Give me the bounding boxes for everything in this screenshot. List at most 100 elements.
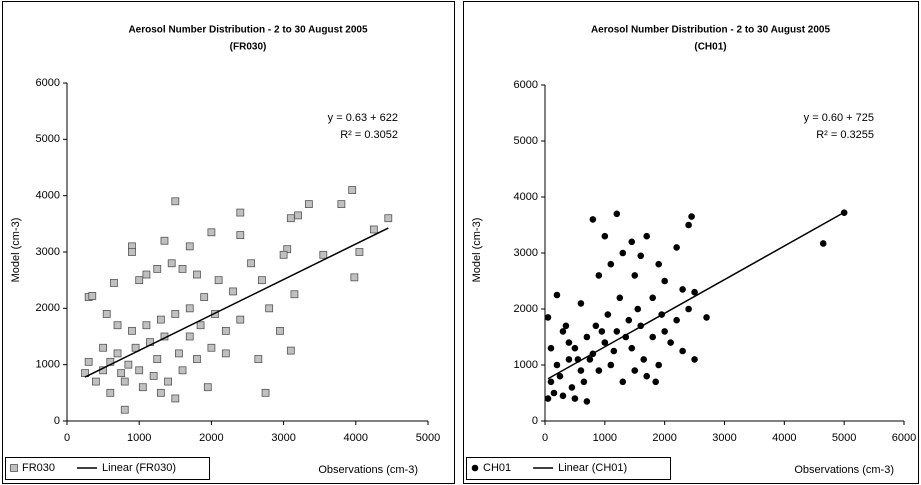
point [586,356,594,363]
y-tick-label: 4000 [514,191,538,203]
x-tick-label: 3000 [712,432,736,444]
point [583,333,591,341]
point [634,305,642,313]
point [236,315,245,324]
point [369,225,378,234]
legend-label: Linear (CH01) [558,462,627,474]
point [595,367,603,374]
point [559,328,567,335]
point [135,276,144,285]
point [117,369,126,378]
point [113,349,122,358]
point [652,378,659,386]
point [276,326,284,335]
point [102,310,111,318]
point [655,361,662,369]
point [175,349,183,358]
point [643,232,651,240]
y-tick-label: 3000 [514,247,538,259]
point [171,310,180,318]
point [178,264,187,273]
point [254,355,263,363]
point [279,250,288,259]
y-tick-label: 5000 [514,135,538,147]
point [110,279,118,287]
y-tick-label: 2000 [36,302,60,314]
point [160,236,169,245]
point [568,384,576,391]
point [258,276,266,285]
point [153,355,162,363]
point [185,332,194,341]
legend-marker [471,464,479,472]
point [616,294,624,302]
point [196,321,205,330]
y-tick-label: 3000 [36,246,60,258]
point [655,260,662,268]
point [679,286,686,293]
point [156,388,165,397]
point [221,349,230,358]
point [84,357,93,366]
point [156,315,165,324]
annotation: R² = 0.3255 [816,129,874,141]
point [619,249,627,257]
point [171,197,180,206]
point [128,248,136,256]
point [544,395,552,402]
point [565,339,573,346]
point [601,232,609,240]
point [673,244,680,251]
point [643,372,651,380]
x-tick-label: 6000 [892,432,916,444]
panel-border [2,1,455,484]
point [355,248,364,256]
point [337,200,346,209]
point [640,356,648,363]
legend-box [5,457,210,480]
point [203,383,212,392]
chart-subtitle: (FR030) [230,42,267,53]
point [571,395,579,402]
x-tick-label: 0 [542,432,548,444]
x-tick-label: 1000 [593,432,617,444]
point [592,322,600,330]
point [221,326,230,335]
point [544,314,552,321]
point [135,366,144,375]
x-tick-label: 4000 [344,432,368,444]
point [607,260,615,268]
point [688,213,695,220]
point [819,240,827,247]
point [613,210,621,218]
point [138,383,147,392]
y-tick-label: 1000 [514,359,538,371]
legend-label: Linear (FR030) [102,462,176,474]
point [556,372,564,380]
point [247,259,256,268]
y-tick-label: 0 [54,415,60,427]
point [350,273,359,282]
point [598,328,606,335]
point [607,361,615,369]
x-axis-label: Observations (cm-3) [794,464,894,476]
point [685,221,692,229]
point [304,200,313,209]
point [384,214,393,223]
point [193,270,201,279]
legend-label: CH01 [483,462,511,474]
point [679,347,686,355]
point [580,378,588,386]
point [193,355,201,363]
point [649,333,656,341]
point [164,377,172,386]
point [171,394,180,403]
point [553,291,561,299]
point [214,276,223,285]
point [185,242,194,251]
point [631,367,639,374]
point [595,272,603,279]
point [577,367,585,374]
point [637,252,645,260]
